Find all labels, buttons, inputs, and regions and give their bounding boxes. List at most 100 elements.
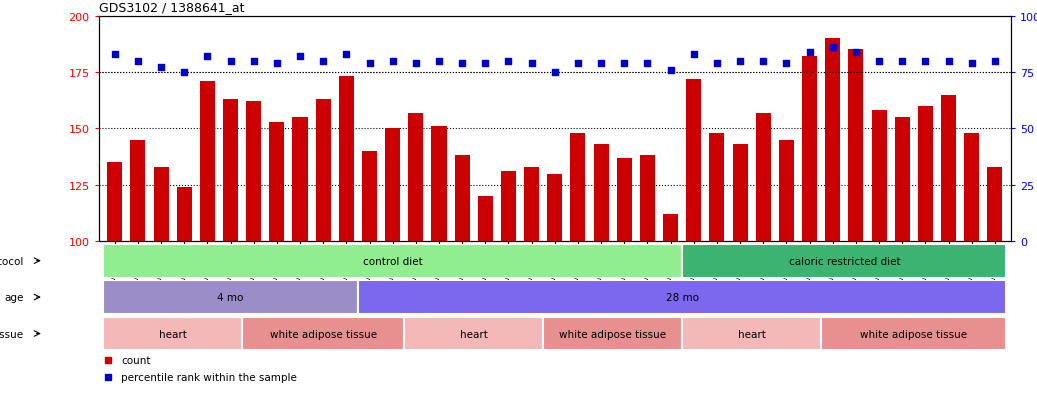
Bar: [176, 188, 192, 242]
Point: [385, 58, 401, 65]
Bar: [848, 50, 864, 242]
Bar: [548, 174, 562, 242]
Bar: [223, 100, 239, 242]
Bar: [617, 158, 632, 242]
Point: [593, 60, 610, 67]
Bar: [682, 244, 1007, 278]
Point: [338, 52, 355, 58]
Point: [871, 58, 888, 65]
Bar: [732, 145, 748, 242]
Text: 28 mo: 28 mo: [666, 292, 699, 302]
Point: [639, 60, 655, 67]
Text: white adipose tissue: white adipose tissue: [559, 329, 666, 339]
Bar: [131, 140, 145, 242]
Bar: [385, 129, 400, 242]
Point: [176, 69, 193, 76]
Bar: [543, 317, 682, 351]
Bar: [802, 57, 817, 242]
Point: [569, 60, 586, 67]
Point: [107, 52, 123, 58]
Point: [917, 58, 933, 65]
Bar: [821, 317, 1007, 351]
Bar: [825, 39, 840, 242]
Bar: [409, 113, 423, 242]
Point: [778, 60, 794, 67]
Bar: [246, 102, 261, 242]
Point: [246, 58, 262, 65]
Bar: [895, 118, 909, 242]
Point: [408, 60, 424, 67]
Text: white adipose tissue: white adipose tissue: [270, 329, 376, 339]
Bar: [682, 317, 821, 351]
Point: [986, 58, 1003, 65]
Point: [894, 58, 910, 65]
Bar: [358, 280, 1007, 314]
Text: caloric restricted diet: caloric restricted diet: [788, 256, 900, 266]
Bar: [103, 317, 242, 351]
Bar: [454, 156, 470, 242]
Bar: [103, 280, 358, 314]
Point: [500, 58, 516, 65]
Bar: [987, 167, 1003, 242]
Bar: [270, 122, 284, 242]
Bar: [153, 167, 169, 242]
Text: growth protocol: growth protocol: [0, 256, 24, 266]
Bar: [941, 95, 956, 242]
Point: [847, 49, 864, 56]
Point: [616, 60, 633, 67]
Text: control diet: control diet: [363, 256, 422, 266]
Point: [755, 58, 772, 65]
Point: [941, 58, 957, 65]
Bar: [107, 163, 122, 242]
Point: [477, 60, 494, 67]
Bar: [640, 156, 655, 242]
Point: [708, 60, 725, 67]
Point: [130, 58, 146, 65]
Bar: [918, 107, 933, 242]
Bar: [964, 133, 979, 242]
Bar: [524, 167, 539, 242]
Text: tissue: tissue: [0, 329, 24, 339]
Point: [222, 58, 239, 65]
Bar: [200, 82, 215, 242]
Point: [732, 58, 749, 65]
Bar: [501, 172, 516, 242]
Point: [824, 45, 841, 51]
Bar: [242, 317, 404, 351]
Bar: [339, 77, 354, 242]
Bar: [315, 100, 331, 242]
Bar: [570, 133, 586, 242]
Bar: [404, 317, 543, 351]
Bar: [292, 118, 308, 242]
Point: [685, 52, 702, 58]
Point: [361, 60, 377, 67]
Bar: [871, 111, 887, 242]
Point: [199, 54, 216, 60]
Point: [152, 65, 169, 71]
Text: heart: heart: [159, 329, 187, 339]
Bar: [362, 152, 377, 242]
Point: [963, 60, 980, 67]
Text: white adipose tissue: white adipose tissue: [861, 329, 968, 339]
Bar: [478, 197, 493, 242]
Bar: [431, 127, 447, 242]
Text: heart: heart: [459, 329, 487, 339]
Text: heart: heart: [737, 329, 765, 339]
Point: [430, 58, 447, 65]
Point: [315, 58, 332, 65]
Point: [802, 49, 818, 56]
Point: [269, 60, 285, 67]
Text: count: count: [121, 356, 150, 366]
Point: [663, 67, 679, 74]
Point: [291, 54, 308, 60]
Bar: [103, 244, 682, 278]
Bar: [756, 113, 770, 242]
Text: age: age: [4, 292, 24, 302]
Text: percentile rank within the sample: percentile rank within the sample: [121, 373, 298, 382]
Point: [546, 69, 563, 76]
Bar: [709, 133, 725, 242]
Bar: [593, 145, 609, 242]
Bar: [686, 80, 701, 242]
Text: 4 mo: 4 mo: [218, 292, 244, 302]
Bar: [779, 140, 794, 242]
